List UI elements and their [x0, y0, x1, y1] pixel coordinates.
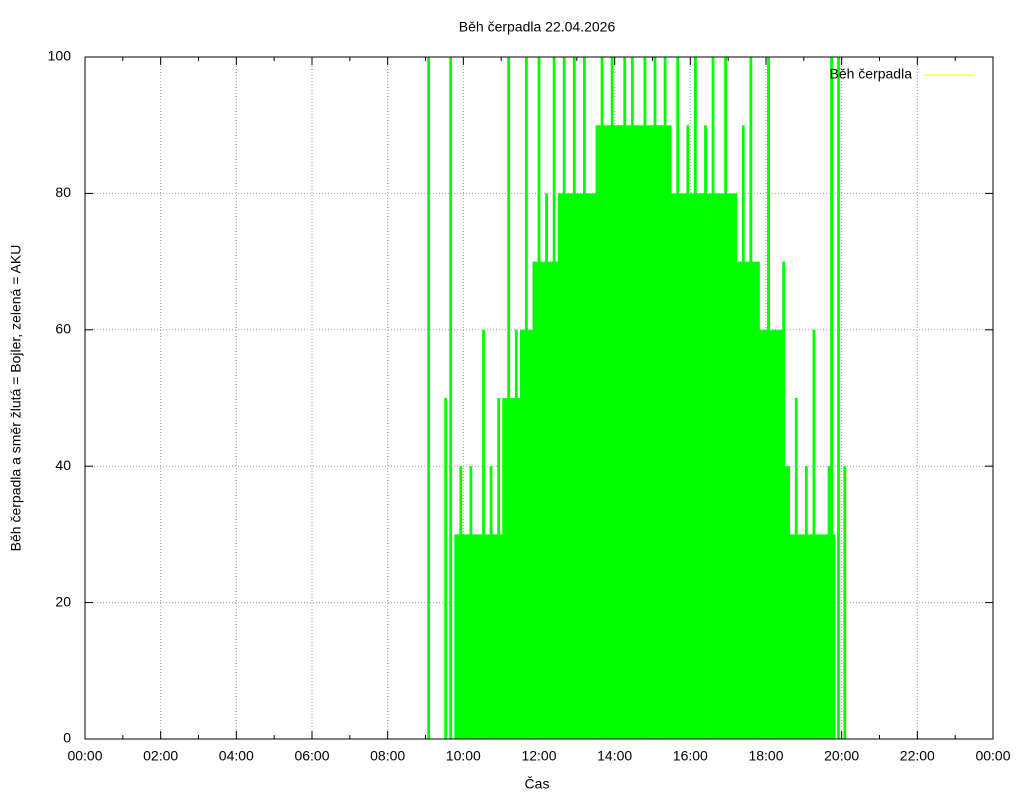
plot-frame — [84, 56, 994, 740]
x-tick-label: 12:00 — [521, 748, 556, 764]
x-tick-label: 00:00 — [975, 748, 1010, 764]
y-tick-label: 0 — [63, 730, 71, 746]
y-axis-label: Běh čerpadla a směr žlutá = Bojler, zele… — [8, 245, 24, 552]
x-tick-label: 04:00 — [219, 748, 254, 764]
y-tick-label: 100 — [48, 48, 72, 64]
legend-label: Běh čerpadla — [829, 66, 912, 82]
x-tick-label: 10:00 — [446, 748, 481, 764]
x-tick-label: 22:00 — [900, 748, 935, 764]
x-tick-label: 08:00 — [370, 748, 405, 764]
chart-title: Běh čerpadla 22.04.2026 — [459, 19, 616, 35]
y-tick-label: 40 — [55, 457, 71, 473]
y-tick-label: 80 — [55, 184, 71, 200]
y-tick-label: 60 — [55, 321, 71, 337]
x-tick-label: 16:00 — [673, 748, 708, 764]
x-tick-label: 18:00 — [748, 748, 783, 764]
x-tick-label: 00:00 — [67, 748, 102, 764]
x-axis-label: Čas — [525, 776, 550, 792]
y-tick-label: 20 — [55, 593, 71, 609]
x-tick-label: 06:00 — [294, 748, 329, 764]
x-tick-label: 20:00 — [824, 748, 859, 764]
x-tick-label: 02:00 — [143, 748, 178, 764]
x-tick-label: 14:00 — [597, 748, 632, 764]
